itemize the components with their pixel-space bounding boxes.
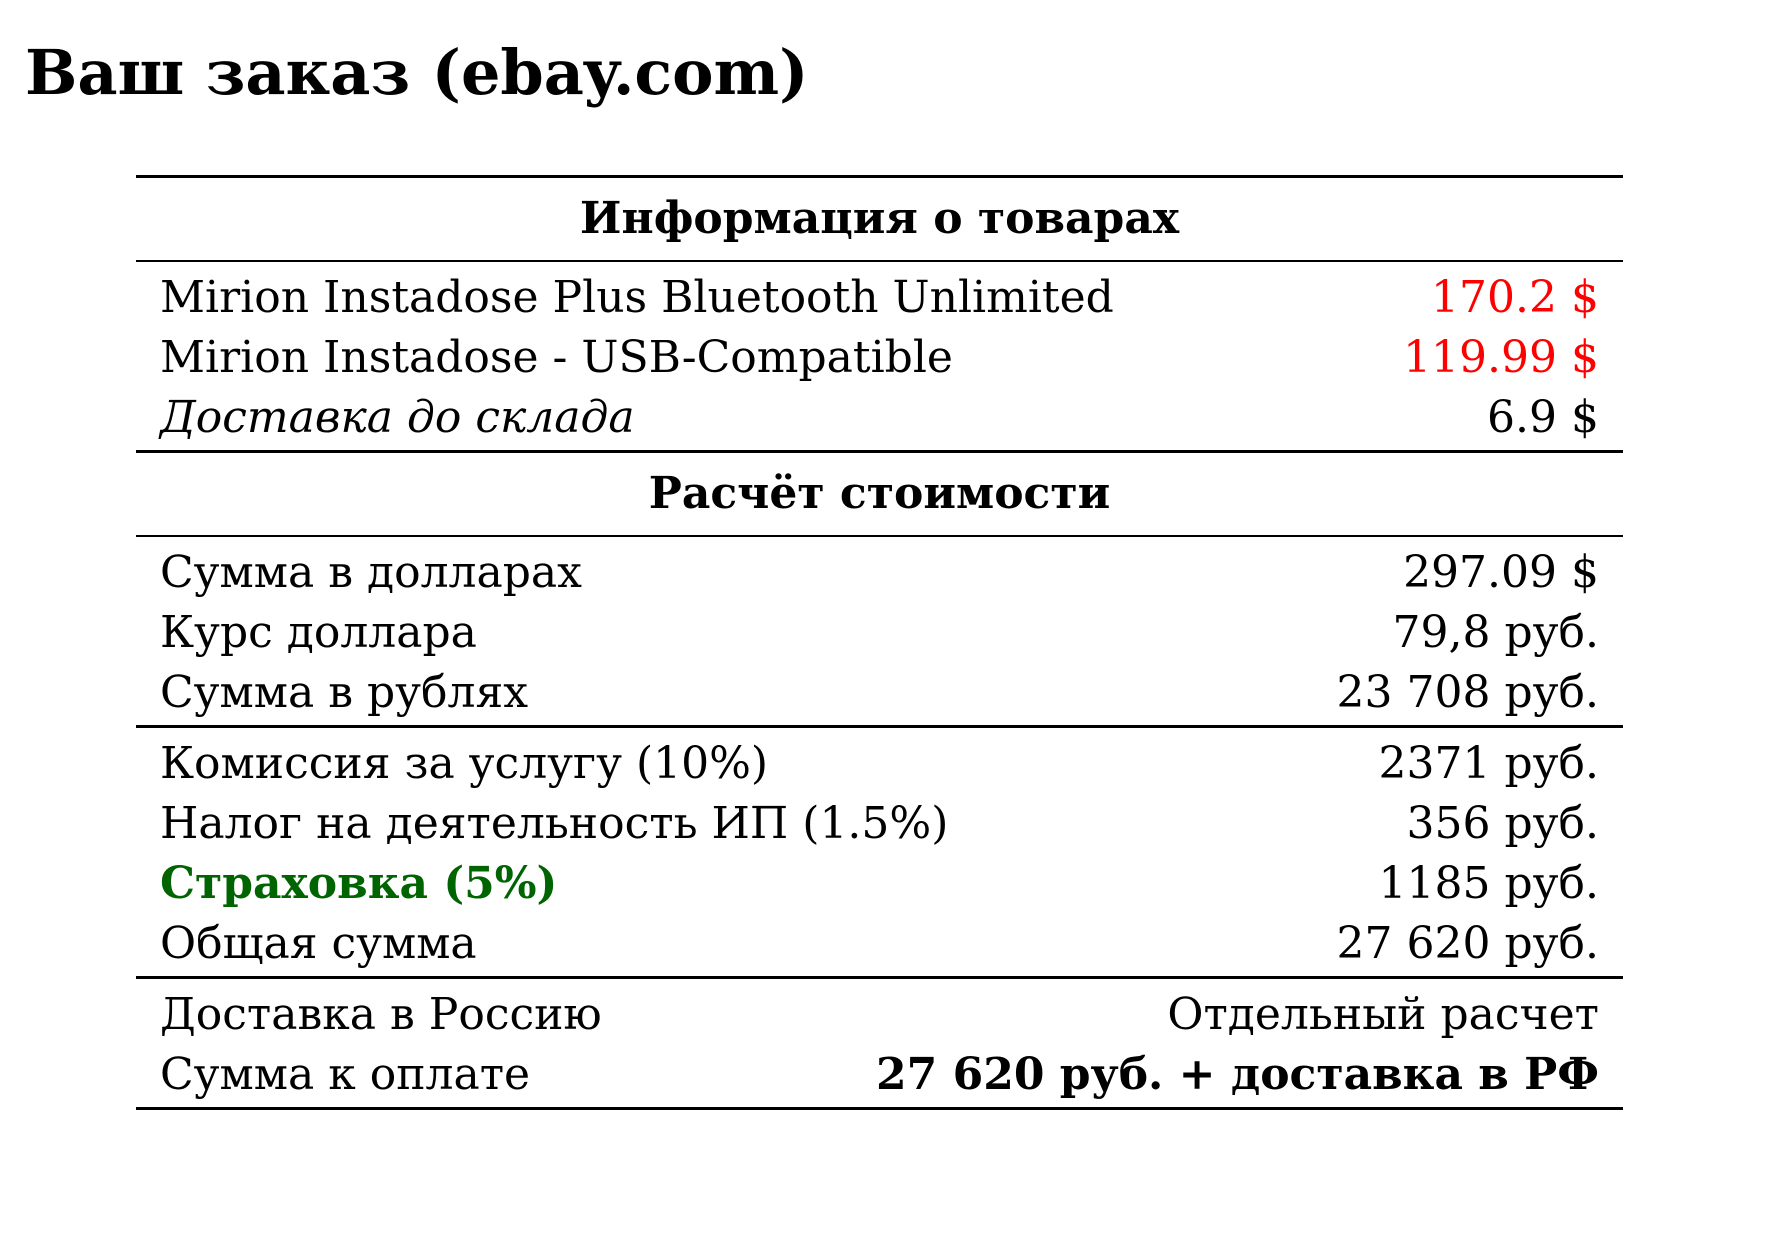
products-bottom-rule [136, 450, 1623, 453]
exchange-rate-value: 79,8 руб. [1392, 607, 1600, 658]
service-fee-value: 2371 руб. [1378, 738, 1600, 789]
calculation-heading: Расчёт стоимости [648, 468, 1111, 519]
tax-row: Налог на деятельность ИП (1.5%) 356 руб. [160, 794, 1599, 854]
amount-due-value: 27 620 руб. + доставка в РФ [876, 1049, 1599, 1100]
table-top-rule [136, 175, 1623, 178]
rub-total-value: 23 708 руб. [1336, 667, 1599, 718]
product-row: Mirion Instadose - USB-Compatible 119.99… [160, 328, 1599, 388]
product-row: Mirion Instadose Plus Bluetooth Unlimite… [160, 268, 1599, 328]
rub-total-row: Сумма в рублях 23 708 руб. [160, 663, 1599, 723]
grand-total-value: 27 620 руб. [1336, 918, 1599, 969]
order-summary-table: Информация о товарах Mirion Instadose Pl… [136, 175, 1623, 1110]
russia-shipping-value: Отдельный расчет [1167, 989, 1599, 1040]
products-section: Mirion Instadose Plus Bluetooth Unlimite… [136, 262, 1623, 450]
warehouse-shipping-value: 6.9 $ [1487, 392, 1599, 443]
grand-total-row: Общая сумма 27 620 руб. [160, 914, 1599, 974]
russia-shipping-label: Доставка в Россию [160, 989, 602, 1040]
amount-due-label: Сумма к оплате [160, 1049, 531, 1100]
final-section: Доставка в Россию Отдельный расчет Сумма… [136, 979, 1623, 1107]
product-name: Mirion Instadose - USB-Compatible [160, 332, 953, 383]
insurance-value: 1185 руб. [1378, 858, 1600, 909]
amount-due-row: Сумма к оплате 27 620 руб. + доставка в … [160, 1045, 1599, 1105]
products-heading-rule [136, 260, 1623, 262]
exchange-rate-label: Курс доллара [160, 607, 477, 658]
products-heading: Информация о товарах [579, 193, 1180, 244]
product-name: Mirion Instadose Plus Bluetooth Unlimite… [160, 272, 1114, 323]
page-title: Ваш заказ (ebay.com) [25, 36, 809, 109]
tax-label: Налог на деятельность ИП (1.5%) [160, 798, 949, 849]
product-price: 119.99 $ [1403, 332, 1599, 383]
insurance-row: Страховка (5%) 1185 руб. [160, 854, 1599, 914]
product-price: 170.2 $ [1431, 272, 1599, 323]
usd-total-value: 297.09 $ [1403, 547, 1599, 598]
fees-bottom-rule [136, 976, 1623, 979]
grand-total-label: Общая сумма [160, 918, 477, 969]
warehouse-shipping-row: Доставка до склада 6.9 $ [160, 388, 1599, 448]
conversion-bottom-rule [136, 725, 1623, 728]
service-fee-label: Комиссия за услугу (10%) [160, 738, 769, 789]
insurance-label: Страховка (5%) [160, 858, 558, 909]
conversion-section: Сумма в долларах 297.09 $ Курс доллара 7… [136, 537, 1623, 725]
calculation-heading-rule [136, 535, 1623, 537]
table-bottom-rule [136, 1107, 1623, 1110]
rub-total-label: Сумма в рублях [160, 667, 529, 718]
fees-section: Комиссия за услугу (10%) 2371 руб. Налог… [136, 728, 1623, 976]
exchange-rate-row: Курс доллара 79,8 руб. [160, 603, 1599, 663]
usd-total-label: Сумма в долларах [160, 547, 582, 598]
usd-total-row: Сумма в долларах 297.09 $ [160, 543, 1599, 603]
warehouse-shipping-label: Доставка до склада [160, 392, 635, 443]
tax-value: 356 руб. [1406, 798, 1600, 849]
service-fee-row: Комиссия за услугу (10%) 2371 руб. [160, 734, 1599, 794]
russia-shipping-row: Доставка в Россию Отдельный расчет [160, 985, 1599, 1045]
